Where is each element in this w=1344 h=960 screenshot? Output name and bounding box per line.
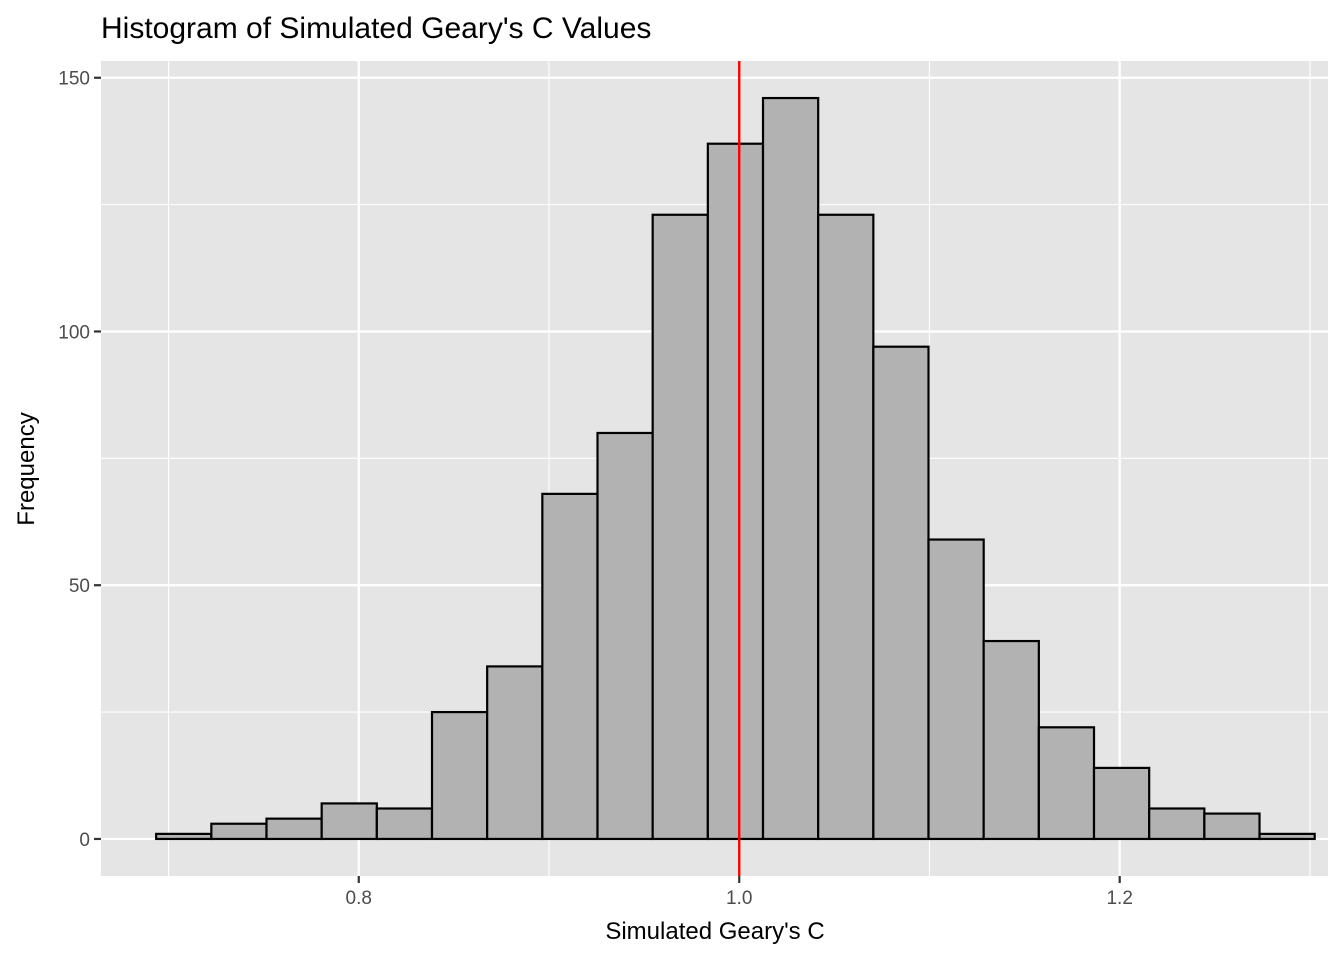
- histogram-bar: [1037, 726, 1096, 841]
- x-axis: 0.8 1.0 1.2: [346, 876, 1133, 909]
- y-tick-label: 0: [79, 830, 90, 851]
- histogram-bar: [706, 142, 765, 841]
- histogram-bar: [982, 639, 1040, 841]
- y-tick-label: 50: [69, 576, 90, 597]
- histogram-bar: [155, 832, 213, 841]
- histogram-bar: [927, 538, 985, 841]
- chart-title: Histogram of Simulated Geary's C Values: [101, 12, 651, 45]
- histogram-bar: [1258, 832, 1316, 841]
- histogram-bar: [761, 96, 820, 841]
- histogram-bar: [430, 710, 489, 841]
- histogram-bar: [1148, 807, 1206, 841]
- x-tick-label: 1.2: [1106, 888, 1132, 909]
- histogram-bar: [486, 665, 544, 841]
- x-axis-title: Simulated Geary's C: [605, 918, 824, 945]
- y-tick-label: 100: [58, 322, 90, 343]
- x-tick-label: 1.0: [726, 888, 752, 909]
- histogram-bar: [210, 822, 268, 841]
- histogram-bar: [596, 431, 654, 841]
- histogram-bar: [265, 817, 323, 841]
- y-axis: 0 50 100 150: [58, 69, 101, 851]
- x-tick-label: 0.8: [346, 888, 372, 909]
- histogram-bar: [375, 807, 434, 841]
- histogram-bar: [541, 492, 599, 841]
- y-axis-title: Frequency: [13, 412, 40, 525]
- y-tick-label: 150: [58, 69, 90, 90]
- histogram-bar: [1203, 812, 1261, 841]
- histogram-bar: [1092, 766, 1151, 841]
- histogram-bar: [817, 213, 875, 841]
- histogram-bar: [320, 802, 378, 841]
- histogram-bar: [872, 345, 930, 841]
- histogram-bar: [651, 213, 709, 841]
- histogram-bars: [155, 96, 1316, 841]
